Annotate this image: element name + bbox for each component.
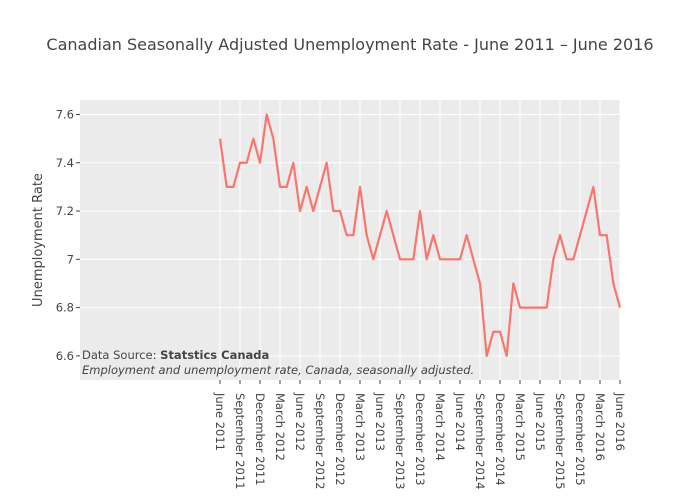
x-tick-label: June 2014 xyxy=(453,392,467,451)
x-tick-label: June 2011 xyxy=(213,392,227,451)
x-tick-label: March 2012 xyxy=(273,393,287,461)
annotation-source: Data Source: Statstics Canada xyxy=(82,348,269,362)
x-tick-label: December 2014 xyxy=(493,393,507,486)
x-tick-label: June 2015 xyxy=(533,392,547,451)
annotation-source-name: Statstics Canada xyxy=(160,348,269,362)
x-tick-label: December 2012 xyxy=(333,393,347,486)
x-tick-label: March 2015 xyxy=(513,393,527,461)
x-tick-label: December 2011 xyxy=(253,393,267,486)
x-tick-label: March 2016 xyxy=(593,393,607,461)
x-tick-label: September 2014 xyxy=(473,393,487,490)
y-tick-label: 7 xyxy=(67,252,74,266)
y-tick-label: 7.2 xyxy=(56,204,74,218)
chart-title: Canadian Seasonally Adjusted Unemploymen… xyxy=(46,35,653,54)
y-tick-label: 7.4 xyxy=(56,156,74,170)
x-tick-label: September 2011 xyxy=(233,393,247,490)
x-tick-label: June 2016 xyxy=(613,392,627,451)
plot-background xyxy=(80,100,620,380)
x-tick-label: December 2015 xyxy=(573,393,587,486)
x-tick-label: September 2013 xyxy=(393,393,407,490)
x-tick-label: March 2014 xyxy=(433,393,447,461)
x-tick-label: March 2013 xyxy=(353,393,367,461)
x-tick-label: September 2012 xyxy=(313,393,327,490)
x-tick-label: December 2013 xyxy=(413,393,427,486)
x-tick-label: September 2015 xyxy=(553,393,567,490)
y-axis-label: Unemployment Rate xyxy=(31,173,46,307)
annotation-source-prefix: Data Source: xyxy=(82,348,160,362)
annotation-description: Employment and unemployment rate, Canada… xyxy=(82,363,474,377)
y-tick-label: 6.8 xyxy=(56,301,74,315)
x-tick-label: June 2013 xyxy=(373,392,387,451)
y-tick-label: 7.6 xyxy=(56,107,74,121)
y-tick-label: 6.6 xyxy=(56,349,74,363)
x-tick-label: June 2012 xyxy=(293,392,307,451)
